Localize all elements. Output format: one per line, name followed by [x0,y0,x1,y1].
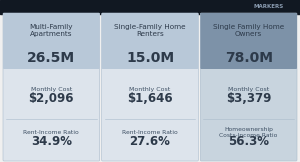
Text: $2,096: $2,096 [28,92,74,104]
Text: 15.0M: 15.0M [126,51,174,65]
Text: $3,379: $3,379 [226,92,272,104]
Text: 56.3%: 56.3% [228,135,269,148]
Text: MARKERS: MARKERS [254,5,284,10]
Text: 78.0M: 78.0M [225,51,273,65]
FancyBboxPatch shape [3,13,100,161]
Text: Homeownership
Costs-Income Ratio: Homeownership Costs-Income Ratio [220,127,278,138]
Text: 26.5M: 26.5M [27,51,75,65]
Text: 27.6%: 27.6% [130,135,170,148]
FancyBboxPatch shape [200,13,297,161]
Text: $1,646: $1,646 [127,92,173,104]
Text: Single-Family Home
Renters: Single-Family Home Renters [114,24,186,37]
FancyBboxPatch shape [3,13,100,69]
Text: Monthly Cost: Monthly Cost [228,87,269,92]
FancyBboxPatch shape [200,13,297,69]
FancyBboxPatch shape [102,13,198,161]
FancyBboxPatch shape [102,13,198,69]
Text: Single Family Home
Owners: Single Family Home Owners [213,24,284,37]
Bar [0,0,300,14]
Text: Rent-Income Ratio: Rent-Income Ratio [23,130,79,135]
Text: 34.9%: 34.9% [31,135,72,148]
Text: Rent-Income Ratio: Rent-Income Ratio [122,130,178,135]
Text: Monthly Cost: Monthly Cost [129,87,171,92]
Text: Monthly Cost: Monthly Cost [31,87,72,92]
Text: Multi-Family
Apartments: Multi-Family Apartments [30,24,73,37]
